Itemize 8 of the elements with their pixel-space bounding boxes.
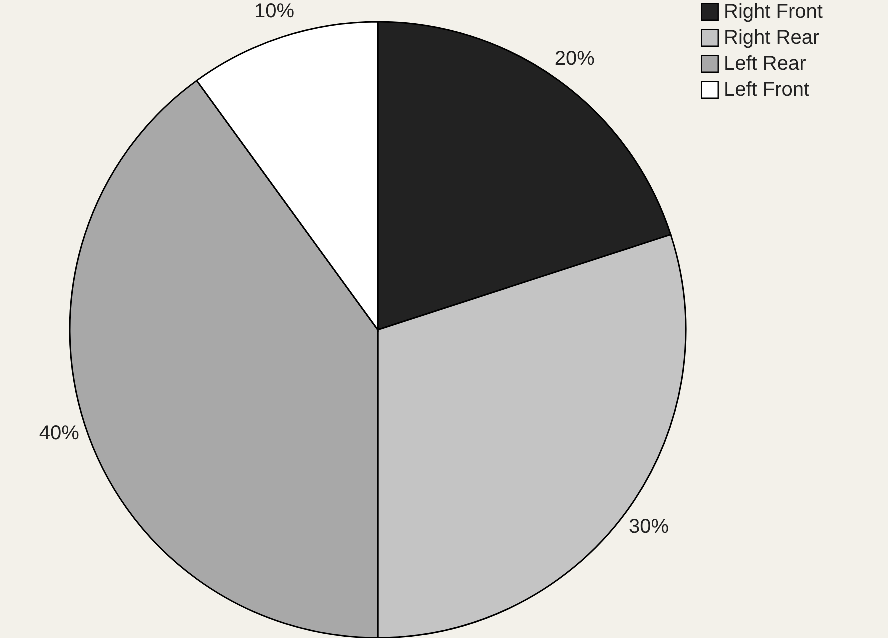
legend-label: Right Rear: [724, 27, 820, 49]
data-label: 30%: [629, 516, 670, 538]
data-label: 40%: [39, 422, 80, 445]
legend-label: Left Rear: [724, 53, 807, 75]
legend-label: Left Front: [724, 79, 810, 101]
legend-label: Right Front: [724, 1, 824, 23]
data-label: 10%: [254, 0, 295, 22]
data-label: 20%: [554, 48, 596, 70]
